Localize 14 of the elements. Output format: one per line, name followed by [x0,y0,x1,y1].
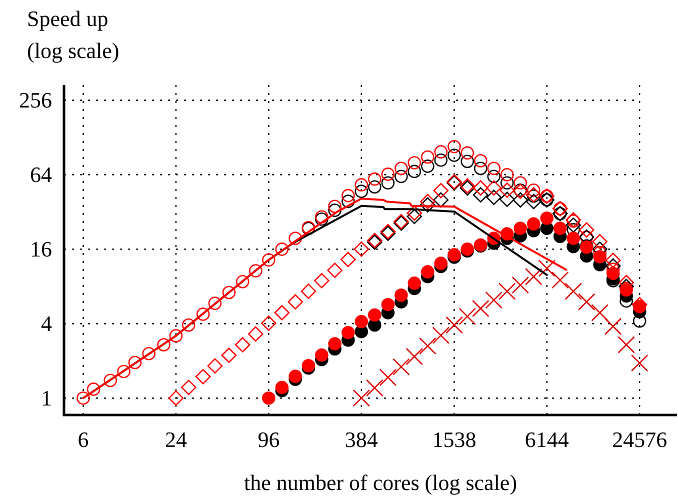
y-tick-label: 16 [30,236,52,262]
x-tick-label: 6 [78,427,89,452]
x-axis-title: the number of cores (log scale) [244,470,518,495]
y-tick-label: 64 [30,162,52,188]
x-tick-label: 96 [258,427,280,452]
x-tick-label: 1538 [432,427,476,452]
y-tick-label: 256 [19,88,52,113]
y-tick-label: 4 [41,311,52,336]
y-axis-title: Speed up (log scale) [27,6,120,63]
x-tick-label: 24 [164,427,187,452]
y-tick-label: 1 [41,386,52,411]
x-tick-label: 384 [344,427,378,452]
x-tick-label: 6144 [524,427,569,452]
x-tick-label: 24576 [612,427,668,452]
